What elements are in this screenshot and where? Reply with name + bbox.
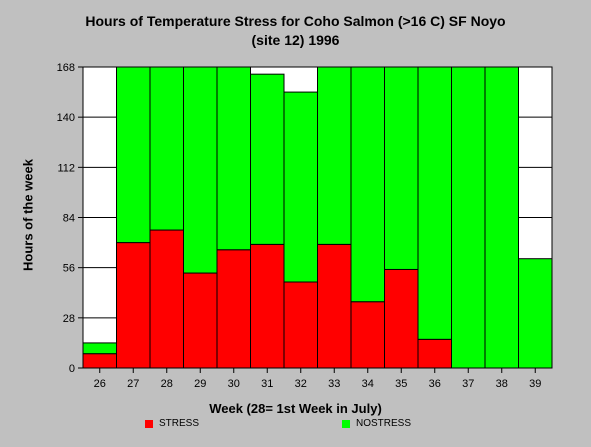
y-tick-label: 112	[57, 162, 75, 174]
legend-swatch-stress	[145, 419, 153, 428]
bar-nostress-week-38	[484, 66, 519, 369]
y-tick-label: 140	[57, 112, 75, 124]
bar-nostress-week-29	[183, 66, 218, 274]
x-tick-label: 38	[496, 378, 508, 390]
bar-nostress-week-35	[384, 66, 419, 270]
bar-nostress-week-39	[518, 258, 553, 369]
bar-stress-week-27	[116, 242, 151, 369]
x-tick-label: 28	[161, 378, 173, 390]
x-tick-label: 35	[395, 378, 407, 390]
y-tick-label: 84	[63, 213, 75, 225]
bar-nostress-week-28	[149, 66, 184, 231]
legend-item-nostress: NOSTRESS	[342, 418, 411, 429]
x-tick-label: 37	[462, 378, 474, 390]
x-tick-label: 29	[194, 378, 206, 390]
y-tick-label: 56	[63, 263, 75, 275]
bar-stress-week-28	[149, 229, 184, 369]
plot-border	[82, 66, 553, 369]
x-tick-label: 39	[529, 378, 541, 390]
y-tick-label: 168	[57, 62, 75, 74]
x-tick-label: 36	[429, 378, 441, 390]
x-axis-label: Week (28= 1st Week in July)	[209, 401, 382, 416]
x-tick-label: 27	[127, 378, 139, 390]
legend-item-stress: STRESS	[145, 418, 199, 429]
x-tick-label: 31	[261, 378, 273, 390]
bar-stress-week-26	[82, 353, 117, 369]
x-tick-label: 26	[94, 378, 106, 390]
bar-stress-week-29	[183, 272, 218, 369]
chart-title: Hours of Temperature Stress for Coho Sal…	[85, 13, 506, 29]
bar-stress-week-36	[417, 338, 452, 369]
bar-stress-week-30	[216, 249, 251, 369]
y-tick-label: 0	[69, 363, 75, 375]
legend-label-stress: STRESS	[159, 418, 200, 429]
bar-nostress-week-36	[417, 66, 452, 340]
x-tick-label: 33	[328, 378, 340, 390]
legend-label-nostress: NOSTRESS	[356, 418, 412, 429]
bar-stress-week-33	[317, 243, 352, 369]
bar-nostress-week-30	[216, 66, 251, 251]
x-tick-label: 30	[228, 378, 240, 390]
bar-stress-week-31	[250, 243, 285, 369]
y-axis-label: Hours of the week	[20, 159, 36, 271]
bar-stress-week-35	[384, 268, 419, 369]
bar-nostress-week-31	[250, 73, 285, 245]
chart-subtitle: (site 12) 1996	[251, 32, 340, 48]
x-tick-label: 34	[362, 378, 374, 390]
bar-nostress-week-32	[283, 91, 318, 283]
bar-nostress-week-27	[116, 66, 151, 244]
bar-stress-week-34	[350, 301, 385, 369]
bar-nostress-week-37	[451, 66, 486, 369]
y-tick-label: 28	[63, 313, 75, 325]
bar-stress-week-32	[283, 281, 318, 369]
bar-nostress-week-34	[350, 66, 385, 303]
x-tick-label: 32	[295, 378, 307, 390]
legend-swatch-nostress	[342, 419, 350, 428]
bar-nostress-week-26	[82, 342, 117, 355]
bar-nostress-week-33	[317, 66, 352, 245]
